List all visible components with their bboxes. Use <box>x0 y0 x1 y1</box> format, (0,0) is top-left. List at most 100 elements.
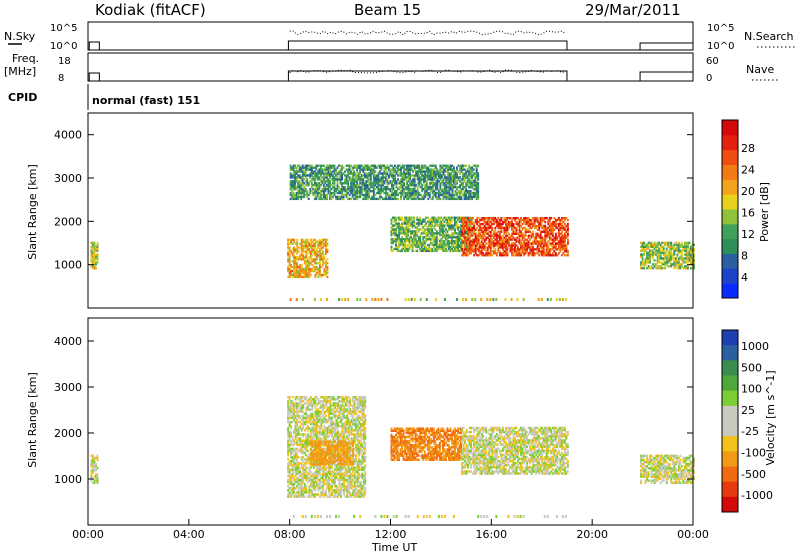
heatmap-cell <box>429 238 432 241</box>
heatmap-cell <box>643 265 645 268</box>
heatmap-cell <box>535 226 538 230</box>
heatmap-cell <box>440 228 443 231</box>
heatmap-cell <box>466 178 469 181</box>
heatmap-cell <box>300 489 303 492</box>
heatmap-cell <box>407 226 410 229</box>
heatmap-cell <box>300 400 303 403</box>
heatmap-cell <box>413 187 416 191</box>
heatmap-cell <box>294 447 297 451</box>
heatmap-cell <box>650 243 653 246</box>
heatmap-cell <box>353 178 356 181</box>
heatmap-cell <box>680 241 683 245</box>
heatmap-cell <box>509 220 512 224</box>
heatmap-cell <box>526 246 529 249</box>
heatmap-cell <box>452 228 455 231</box>
heatmap-cell <box>401 241 403 245</box>
heatmap-cell <box>510 238 513 241</box>
heatmap-cell <box>322 193 325 197</box>
heatmap-cell <box>293 264 296 267</box>
heatmap-cell <box>322 176 325 179</box>
heatmap-cell <box>290 240 293 243</box>
heatmap-cell <box>693 257 695 260</box>
heatmap-cell <box>387 176 390 179</box>
heatmap-cell <box>423 245 426 249</box>
heatmap-cell <box>306 456 309 459</box>
heatmap-cell <box>392 184 395 187</box>
heatmap-cell <box>559 244 562 247</box>
heatmap-cell <box>377 197 380 201</box>
heatmap-cell <box>419 216 422 219</box>
heatmap-cell <box>327 182 330 185</box>
heatmap-cell <box>547 250 550 253</box>
heatmap-cell <box>556 242 559 245</box>
heatmap-cell <box>507 217 510 220</box>
heatmap-cell <box>313 174 316 177</box>
heatmap-cell <box>296 422 299 426</box>
heatmap-cell <box>658 249 661 252</box>
heatmap-cell <box>369 178 372 181</box>
heatmap-cell <box>322 195 325 199</box>
heatmap-cell <box>486 226 489 230</box>
heatmap-cell <box>326 275 329 279</box>
heatmap-cell <box>93 261 96 264</box>
heatmap-cell <box>321 197 324 201</box>
heatmap-cell <box>428 182 431 185</box>
heatmap-cell <box>485 232 488 235</box>
heatmap-cell <box>563 234 566 237</box>
heatmap-cell <box>527 217 530 220</box>
heatmap-cell <box>306 246 309 249</box>
heatmap-cell <box>436 178 439 181</box>
heatmap-cell <box>554 224 557 228</box>
heatmap-cell <box>468 193 471 197</box>
heatmap-cell <box>492 222 495 226</box>
heatmap-cell <box>301 168 304 171</box>
heatmap-cell <box>316 182 319 185</box>
heatmap-cell <box>521 222 524 226</box>
heatmap-cell <box>561 298 564 301</box>
heatmap-cell <box>291 180 294 183</box>
heatmap-cell <box>356 195 359 199</box>
heatmap-cell <box>341 197 344 201</box>
heatmap-cell <box>443 216 446 219</box>
heatmap-cell <box>296 269 299 273</box>
heatmap-cell <box>533 254 536 257</box>
heatmap-cell <box>474 193 477 197</box>
heatmap-cell <box>437 176 440 179</box>
heatmap-cell <box>551 252 554 255</box>
heatmap-cell <box>419 220 422 223</box>
heatmap-cell <box>515 230 518 233</box>
heatmap-cell <box>302 480 305 484</box>
heatmap-cell <box>643 267 645 270</box>
heatmap-cell <box>407 180 410 183</box>
heatmap-cell <box>446 186 449 189</box>
heatmap-cell <box>428 191 431 195</box>
heatmap-cell <box>300 248 303 251</box>
heatmap-cell <box>412 193 415 197</box>
heatmap-cell <box>408 220 411 223</box>
heatmap-cell <box>407 191 410 195</box>
heatmap-cell <box>401 243 403 247</box>
heatmap-cell <box>426 216 429 219</box>
heatmap-cell <box>462 250 465 253</box>
heatmap-cell <box>90 460 93 464</box>
heatmap-cell <box>306 164 309 167</box>
heatmap-cell <box>422 232 425 235</box>
heatmap-cell <box>300 252 303 255</box>
heatmap-cell <box>500 236 503 239</box>
heatmap-cell <box>294 480 297 484</box>
heatmap-cell <box>365 197 368 201</box>
heatmap-cell <box>302 472 305 476</box>
heatmap-cell <box>300 166 303 169</box>
heatmap-cell <box>326 258 329 261</box>
heatmap-cell <box>509 236 512 239</box>
heatmap-cell <box>463 168 466 171</box>
heatmap-cell <box>504 238 507 241</box>
heatmap-cell <box>90 249 93 252</box>
heatmap-cell <box>477 164 480 167</box>
heatmap-cell <box>454 186 457 189</box>
heatmap-cell <box>409 170 412 173</box>
heatmap-cell <box>401 236 403 239</box>
heatmap-cell <box>461 224 463 228</box>
heatmap-cell <box>314 242 317 245</box>
heatmap-cell <box>299 420 302 424</box>
